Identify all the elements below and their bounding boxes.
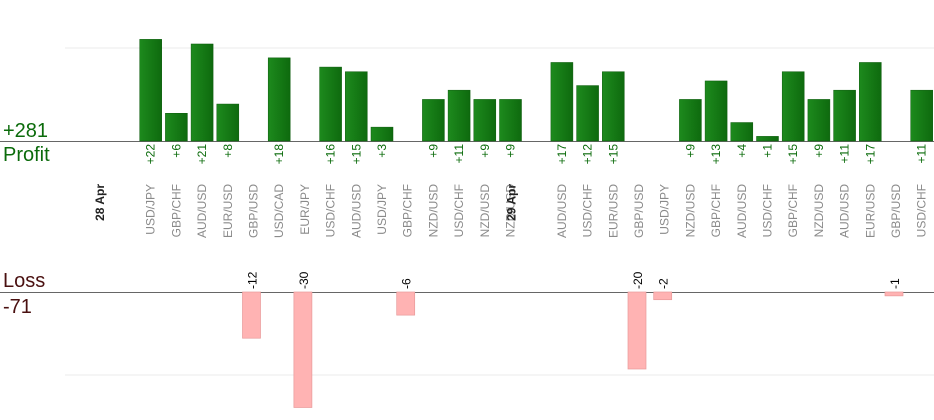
profit-bar: [781, 71, 805, 142]
pair-label: NZD/USD: [478, 184, 492, 238]
loss-value-label: -2: [657, 278, 671, 289]
profit-bar: [550, 62, 574, 142]
pair-label: NZD/USD: [504, 184, 518, 238]
profit-total: +281: [3, 120, 49, 142]
profit-bar: [704, 80, 728, 142]
profit-bar: [756, 136, 779, 142]
profit-bar: [859, 62, 882, 142]
pair-label: USD/CHF: [761, 184, 775, 237]
profit-value-label: +12: [581, 144, 595, 165]
pair-label: EUR/USD: [606, 184, 620, 238]
profit-value-label: +22: [144, 144, 158, 165]
loss-bar: [396, 291, 416, 316]
profit-value-label: +17: [555, 144, 569, 165]
pair-label: USD/JPY: [375, 184, 389, 235]
pair-label: USD/CHF: [452, 184, 466, 237]
profit-value-label: +11: [838, 144, 852, 164]
profit-bar: [447, 89, 471, 142]
profit-value-label: +18: [272, 144, 286, 165]
profit-bar: [602, 71, 625, 142]
profit-bar: [807, 99, 831, 142]
profit-bar: [422, 99, 445, 142]
pair-label: USD/JPY: [658, 184, 672, 235]
profit-bar: [267, 57, 291, 142]
profit-bar: [910, 89, 933, 142]
profit-bar: [370, 126, 394, 142]
profit-value-label: +9: [812, 144, 826, 158]
loss-value-label: -30: [297, 271, 311, 289]
loss-bar: [653, 291, 673, 301]
profit-bar: [165, 113, 188, 142]
pair-label: AUD/USD: [349, 184, 363, 238]
pair-label: USD/CAD: [272, 184, 286, 238]
pair-label: AUD/USD: [735, 184, 749, 238]
profit-value-label: +9: [683, 144, 697, 158]
pair-label: USD/CHF: [581, 184, 595, 237]
profit-value-label: +15: [606, 144, 620, 165]
pair-label: USD/CHF: [915, 184, 929, 237]
loss-value-label: -1: [888, 278, 902, 289]
pair-label: EUR/USD: [221, 184, 235, 238]
pair-label: GBP/USD: [632, 184, 646, 238]
pair-label: GBP/USD: [889, 184, 903, 238]
loss-bar: [627, 291, 647, 370]
loss-label: Loss: [3, 270, 46, 292]
profit-value-label: +17: [863, 144, 877, 165]
profit-bar: [190, 43, 214, 142]
profit-value-label: +16: [324, 144, 338, 165]
pair-label: GBP/CHF: [709, 184, 723, 237]
profit-bar: [499, 99, 522, 142]
pair-label: AUD/USD: [195, 184, 209, 238]
profit-value-label: +11: [452, 144, 466, 164]
profit-value-label: +15: [786, 144, 800, 165]
profit-bar: [679, 99, 702, 142]
profit-label: Profit: [3, 144, 50, 166]
profit-bar: [216, 103, 240, 142]
pair-label: USD/CHF: [324, 184, 338, 237]
loss-bar: [242, 291, 261, 339]
profit-bar: [345, 71, 368, 142]
loss-bar: [884, 291, 904, 297]
profit-bar: [730, 122, 754, 142]
profit-bar: [473, 99, 497, 142]
profit-value-label: +15: [349, 144, 363, 165]
profit-bar: [833, 89, 856, 142]
profit-value-label: +21: [195, 144, 209, 165]
pair-label: NZD/USD: [426, 184, 440, 238]
profit-bar: [139, 39, 162, 142]
profit-value-label: +13: [709, 144, 723, 165]
pair-label: AUD/USD: [555, 184, 569, 238]
pair-label: GBP/USD: [247, 184, 261, 238]
profit-bar: [576, 85, 599, 142]
pair-label: EUR/USD: [863, 184, 877, 238]
date-label: 28 Apr: [93, 184, 107, 221]
loss-value-label: -20: [631, 271, 645, 289]
pair-label: GBP/CHF: [786, 184, 800, 237]
pair-label: EUR/JPY: [298, 184, 312, 235]
profit-value-label: +6: [169, 144, 183, 158]
profit-value-label: +4: [735, 144, 749, 158]
profit-value-label: +1: [761, 144, 775, 158]
pair-label: GBP/CHF: [401, 184, 415, 237]
pair-label: NZD/USD: [812, 184, 826, 238]
profit-bar: [319, 66, 342, 142]
loss-value-label: -12: [246, 271, 260, 289]
profit-value-label: +9: [426, 144, 440, 158]
loss-bar: [293, 291, 313, 408]
profit-value-label: +11: [915, 144, 929, 164]
profit-value-label: +9: [504, 144, 518, 158]
profit-value-label: +3: [375, 144, 389, 158]
pair-label: NZD/USD: [683, 184, 697, 238]
date-label: 29 Apr: [504, 184, 518, 221]
profit-value-label: +8: [221, 144, 235, 158]
pair-label: GBP/CHF: [169, 184, 183, 237]
loss-total: -71: [3, 296, 32, 318]
loss-value-label: -6: [400, 278, 414, 289]
pair-label: AUD/USD: [838, 184, 852, 238]
profit-value-label: +9: [478, 144, 492, 158]
pair-label: USD/JPY: [144, 184, 158, 235]
